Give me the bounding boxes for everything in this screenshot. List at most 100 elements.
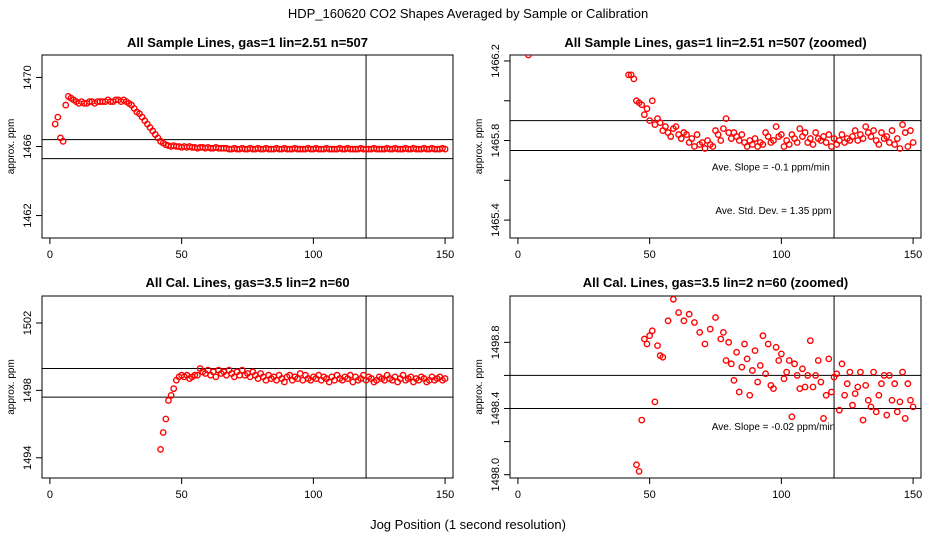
panel-3-point <box>743 355 751 363</box>
panel-3-point <box>809 383 817 391</box>
panel-3-ylabel: approx. ppm <box>474 359 485 415</box>
panel-0-y-tick-label: 1470 <box>22 65 34 89</box>
panel-1-point <box>888 127 896 134</box>
panel-1-point <box>875 141 883 148</box>
panel-3-point <box>791 360 798 368</box>
panel-0-x-tick-label: 50 <box>176 249 188 261</box>
panel-0-ylabel: approx. ppm <box>6 119 17 175</box>
panel-1-point <box>806 135 814 142</box>
panel-1-x-tick-label: 50 <box>644 249 656 261</box>
panel-1-point <box>770 137 777 144</box>
panel-1-point <box>909 139 917 146</box>
panel-0-x-tick-label: 0 <box>47 249 53 261</box>
panel-1-point <box>907 127 914 134</box>
panel-3-point <box>651 398 659 406</box>
panel-3-point <box>854 383 862 391</box>
panel-1-point <box>893 135 901 142</box>
panel-1-title: All Sample Lines, gas=1 lin=2.51 n=507 (… <box>564 35 866 50</box>
panel-1-point <box>904 143 912 150</box>
panel-0-point <box>441 145 449 153</box>
panel-3-point <box>793 372 801 379</box>
panel-1-point <box>867 133 875 140</box>
panel-3-point <box>893 408 901 416</box>
panel-1-point <box>638 101 646 109</box>
panel-3-point <box>727 360 735 368</box>
panel-3-point <box>843 380 851 388</box>
panel-0-x-tick-label: 100 <box>304 249 322 261</box>
panel-1-point <box>891 141 899 148</box>
panel-3-point <box>685 310 693 318</box>
panel-3-point <box>675 309 683 316</box>
panel-3-point <box>759 332 767 340</box>
panel-3-point <box>638 416 646 424</box>
panel-3-point <box>885 372 893 379</box>
panel-1-point <box>838 131 846 138</box>
panel-2-point <box>212 373 220 381</box>
panel-2-x-tick-label: 100 <box>304 489 322 501</box>
panel-1-point <box>878 129 885 136</box>
panel-1-point <box>796 125 804 132</box>
panel-3-point <box>878 380 885 388</box>
panel-1-point <box>851 127 859 134</box>
panel-0-x-tick-label: 150 <box>436 249 454 261</box>
panel-3-point <box>820 415 827 422</box>
panel-3-point <box>804 372 812 379</box>
panel-1-point <box>825 131 833 138</box>
panel-3-point <box>741 340 748 348</box>
panel-3-point <box>904 380 912 388</box>
panel-3-point <box>730 376 738 384</box>
panel-3-point <box>659 353 667 361</box>
panel-2-y-tick-label: 1502 <box>22 311 34 335</box>
panel-1-point <box>801 129 809 136</box>
panel-1-point <box>688 135 696 142</box>
panel-1-point <box>717 137 725 144</box>
panel-3-point <box>764 340 772 348</box>
panel-1-point <box>859 135 867 142</box>
panel-1-point <box>772 123 780 131</box>
panel-1-x-tick-label: 100 <box>772 249 790 261</box>
panel-0-y-tick-label: 1466 <box>22 134 34 158</box>
panel-2-title: All Cal. Lines, gas=3.5 lin=2 n=60 <box>145 275 349 290</box>
panel-3-point <box>864 396 872 404</box>
panel-2-x-tick-label: 50 <box>176 489 188 501</box>
panel-1-point <box>677 135 685 142</box>
panel-3-point <box>899 368 906 376</box>
panel-1-point <box>525 55 532 59</box>
panel-2-x-tick-label: 0 <box>47 489 53 501</box>
panel-2-point <box>191 371 199 379</box>
panel-3-point <box>888 396 896 404</box>
panel-3-point <box>785 357 793 364</box>
panel-3-point <box>909 403 917 411</box>
panel-2-point <box>157 445 164 453</box>
panel-1-point <box>785 141 793 148</box>
panel-3-point <box>828 388 835 396</box>
panel-3-point <box>838 360 846 368</box>
panel-1-annotation: Ave. Std. Dev. = 1.35 ppm <box>715 206 831 217</box>
panel-1-point <box>714 131 722 138</box>
panel-3-point <box>756 362 764 369</box>
panel-2-point <box>159 429 167 436</box>
panel-3-point <box>862 381 870 389</box>
panel-3-point <box>754 378 762 386</box>
panel-1-point <box>720 125 727 132</box>
panel-3-point <box>846 368 854 376</box>
panel-0-point <box>51 120 59 128</box>
panel-3-x-tick-label: 150 <box>904 489 922 501</box>
panel-1-x-tick-label: 0 <box>515 249 521 261</box>
panel-2-point <box>162 415 170 423</box>
panel-cal-lines: All Cal. Lines, gas=3.5 lin=2 n=60 0 50 100… <box>6 275 454 501</box>
panel-3-point <box>775 357 783 364</box>
panel-1-point <box>662 123 669 131</box>
panel-3-point <box>891 380 899 388</box>
panel-1-point <box>870 127 877 134</box>
panel-2-points <box>157 365 449 453</box>
panel-3-point <box>799 365 806 373</box>
panel-3-point <box>669 296 677 303</box>
panel-3-point <box>751 347 759 354</box>
panel-1-point <box>793 139 801 146</box>
panel-3-point <box>870 368 877 376</box>
panel-3-y-tick-label: 1498.8 <box>490 325 502 359</box>
panel-3-point <box>833 370 841 378</box>
panel-3-point <box>822 391 830 399</box>
